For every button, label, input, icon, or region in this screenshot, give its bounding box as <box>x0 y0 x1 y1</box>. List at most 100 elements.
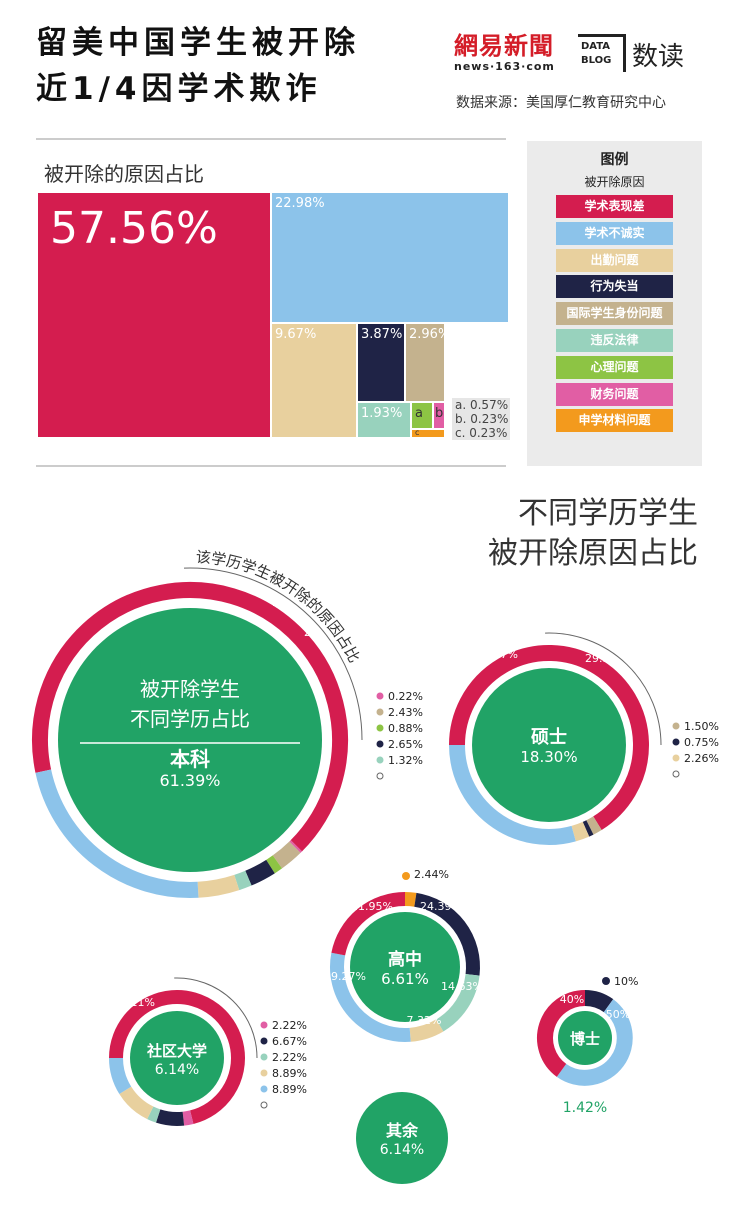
treemap-cell-visa-status: 2.96% <box>406 324 446 403</box>
donut-segment <box>409 1019 444 1042</box>
segment-label: 50% <box>606 1008 630 1021</box>
side-dot <box>260 1037 268 1045</box>
side-dot <box>260 1053 268 1061</box>
side-value: 2.65% <box>388 738 423 751</box>
annotation-arc <box>183 567 363 741</box>
segment-label: 7.32% <box>407 1014 442 1027</box>
annotation-arc <box>545 632 662 746</box>
top-dot <box>402 872 410 880</box>
donut-segment <box>584 990 614 1013</box>
side-dot <box>376 692 384 700</box>
treemap-label-academic-dishonesty: 22.98% <box>275 196 325 211</box>
treemap-cell-law: 1.93% <box>358 403 412 439</box>
treemap-cell-application: c <box>412 430 446 439</box>
side-value: 1.50% <box>684 720 719 733</box>
legend-item: 国际学生身份问题 <box>556 302 673 326</box>
legend-subtitle: 被开除原因 <box>584 175 645 189</box>
top-dot <box>602 977 610 985</box>
treemap-cell-attendance: 9.67% <box>272 324 358 439</box>
treemap-label-visa-status: 2.96% <box>409 327 444 342</box>
treemap: 57.56% 22.98% 9.67% 3.87% 2.96% 1.93% a … <box>38 193 510 439</box>
treemap-label-psych: a <box>415 406 423 421</box>
segment-label: 66.17% <box>476 648 518 661</box>
donut-segment <box>330 952 411 1042</box>
legend-item: 学术表现差 <box>556 195 673 218</box>
side-dot <box>672 738 680 746</box>
brand-block: 網易新聞 news·163·com DATA BLOG 数读 数据来源：美国厚仁… <box>454 26 724 116</box>
donut-segment <box>35 769 199 898</box>
donut-博士: 博士 1.42% 40% 50% 10% <box>537 975 638 1116</box>
center-circle <box>558 1011 612 1065</box>
degree-share: 6.14% <box>380 1142 424 1158</box>
side-dot <box>260 1085 268 1093</box>
treemap-label-finance: b <box>435 406 444 421</box>
treemap-cell-psych: a <box>412 403 434 430</box>
segment-label: 21.95% <box>351 900 393 913</box>
note-a: a. 0.57% <box>455 398 509 412</box>
center-annotation: 不同学历占比 <box>130 707 250 731</box>
donut-segment <box>109 990 245 1124</box>
donut-segment <box>331 892 406 956</box>
segment-label: 71.11% <box>113 996 155 1009</box>
legend-item: 违反法律 <box>556 329 673 352</box>
treemap-label-application: c <box>415 430 420 437</box>
side-value: 8.89% <box>272 1083 307 1096</box>
segment-label: 29.27% <box>324 970 366 983</box>
side-dot <box>672 722 680 730</box>
donut-segment <box>147 1106 161 1123</box>
side-dot <box>260 1069 268 1077</box>
degree-share: 6.14% <box>155 1062 199 1078</box>
title-line-2: 近1/4因学术欺诈 <box>36 71 322 107</box>
legend-item: 行为失当 <box>556 275 673 299</box>
side-dot <box>376 724 384 732</box>
segment-label: 4.19% <box>273 598 308 611</box>
donut-segment <box>109 1057 132 1095</box>
donut-社区大学: 社区大学 6.14% 71.11% 2.22% 6.67% 2.22% 8.89% 8.89% <box>109 977 307 1126</box>
divider-middle <box>36 465 506 467</box>
donut-segment <box>537 990 586 1077</box>
title-line-1: 留美中国学生被开除 <box>36 25 360 61</box>
degree-name: 高中 <box>388 949 422 970</box>
side-end-dot <box>376 772 384 780</box>
donut-section-title: 不同学历学生 被开除原因占比 <box>380 494 698 574</box>
side-end-dot <box>260 1101 268 1109</box>
center-annotation: 被开除学生 <box>140 677 240 701</box>
note-c: c. 0.23% <box>455 426 508 440</box>
donut-segment <box>571 821 590 842</box>
treemap-cell-academic-dishonesty: 22.98% <box>272 193 510 324</box>
shudu-label: 数读 <box>632 42 685 72</box>
donut-segment <box>155 1109 185 1126</box>
treemap-cell-misconduct: 3.87% <box>358 324 406 403</box>
donut-segment <box>266 855 283 874</box>
donut-title-line-1: 不同学历学生 <box>518 496 698 531</box>
donut-segment <box>234 870 252 891</box>
page-title: 留美中国学生被开除 近1/4因学术欺诈 <box>36 20 360 112</box>
donut-segment <box>582 820 594 837</box>
legend-item: 财务问题 <box>556 382 673 406</box>
treemap-cell-academic-performance: 57.56% <box>38 193 272 439</box>
side-value: 2.43% <box>388 706 423 719</box>
donut-segment <box>586 816 602 835</box>
divider-top <box>36 138 506 140</box>
side-end-dot <box>672 770 680 778</box>
data-source: 数据来源：美国厚仁教育研究中心 <box>456 95 666 111</box>
side-dot <box>376 708 384 716</box>
donut-segment <box>197 874 240 898</box>
side-dot <box>260 1021 268 1029</box>
donut-其余: 其余 6.14% <box>356 1092 448 1184</box>
degree-share: 61.39% <box>159 771 220 790</box>
top-value: 10% <box>614 975 638 988</box>
netease-url: news·163·com <box>454 60 555 73</box>
legend-item: 申学材料问题 <box>556 409 673 433</box>
legend-title: 图例 <box>600 152 629 168</box>
degree-name: 硕士 <box>531 727 567 748</box>
degree-name: 社区大学 <box>146 1042 207 1060</box>
donut-segment <box>414 892 480 976</box>
donut-segment <box>404 892 417 907</box>
side-value: 6.67% <box>272 1035 307 1048</box>
data-blog-logo: DATA BLOG <box>578 34 626 72</box>
treemap-title: 被开除的原因占比 <box>44 162 204 186</box>
